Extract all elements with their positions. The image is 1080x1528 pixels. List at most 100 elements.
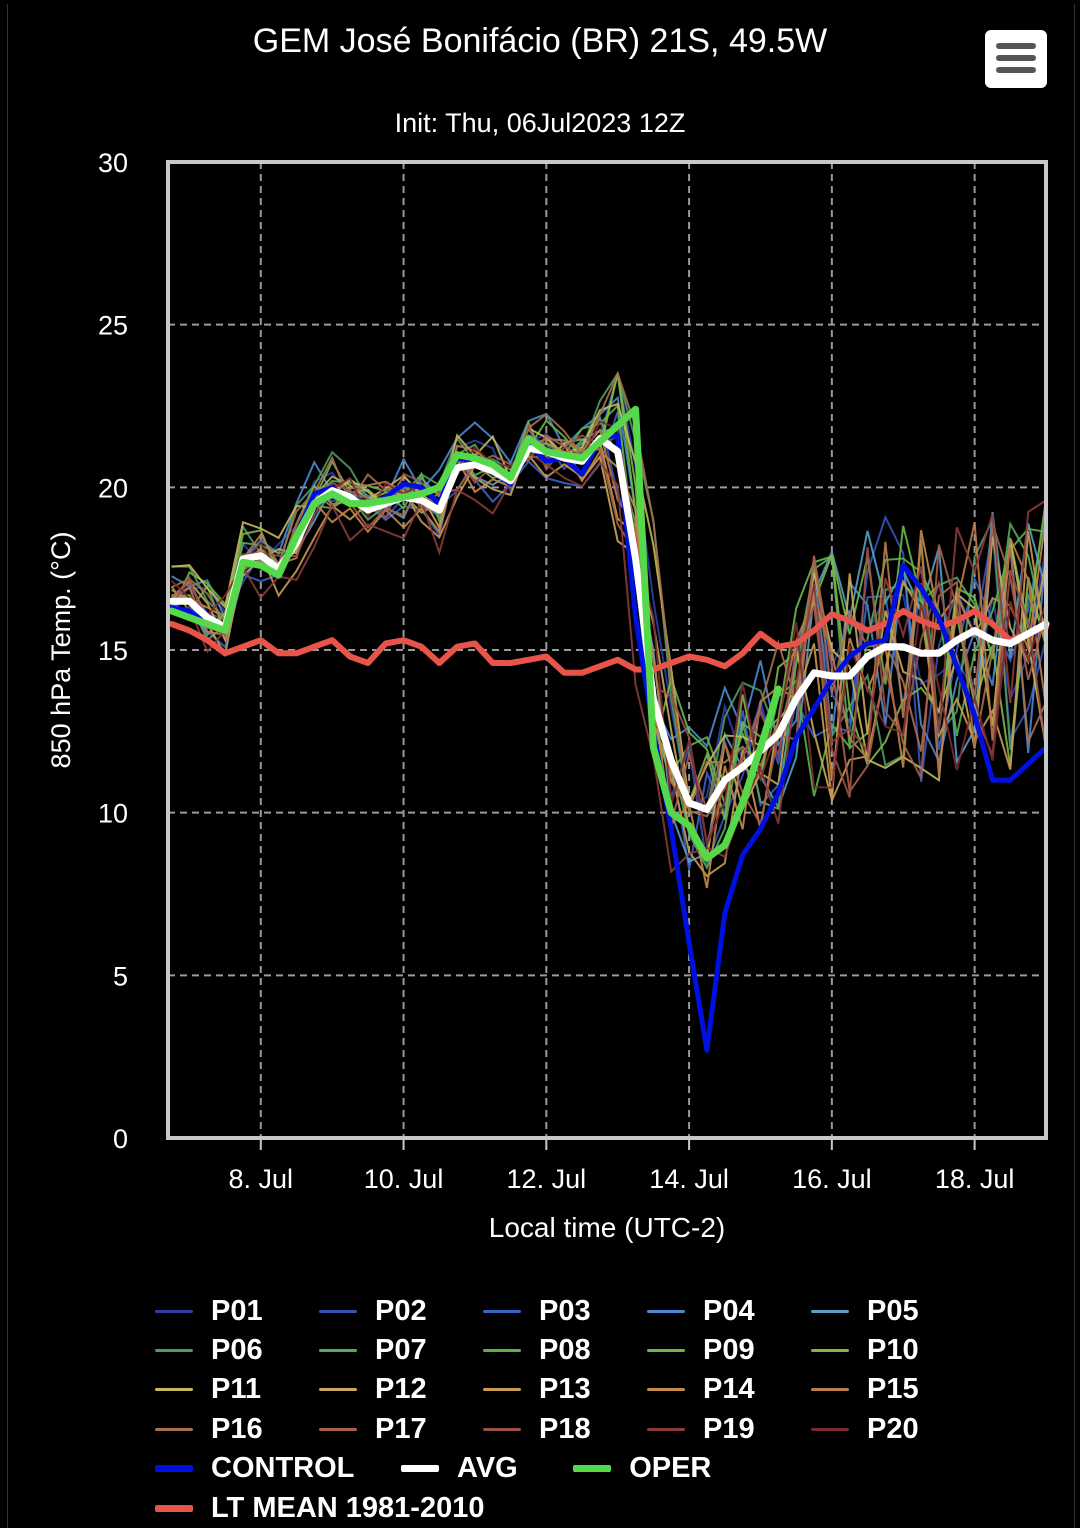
legend-item[interactable]: CONTROL <box>155 1451 354 1487</box>
legend-swatch <box>319 1388 357 1392</box>
legend-label: P06 <box>211 1333 263 1366</box>
legend-label: P04 <box>703 1294 755 1327</box>
legend-label: P03 <box>539 1294 591 1327</box>
chart-svg: 0 5 10 15 20 25 30 8. Jul 10. Jul 12. Jul 14. Jul 1… <box>46 148 1050 1243</box>
x-tick-label: 12. Jul <box>507 1164 587 1194</box>
legend-item[interactable]: P02 <box>319 1293 427 1329</box>
legend-item[interactable]: P06 <box>155 1332 263 1368</box>
legend-item[interactable]: P14 <box>647 1372 755 1408</box>
x-tick-label: 18. Jul <box>935 1164 1015 1194</box>
legend-swatch <box>483 1309 521 1313</box>
x-tick-label: 10. Jul <box>364 1164 444 1194</box>
chart-subtitle: Init: Thu, 06Jul2023 12Z <box>394 108 686 138</box>
y-tick-label: 10 <box>98 799 128 829</box>
series-line-p06 <box>171 371 1047 814</box>
chart-title: GEM José Bonifácio (BR) 21S, 49.5W <box>252 22 828 60</box>
legend-item[interactable]: P09 <box>647 1332 755 1368</box>
y-tick-label: 20 <box>98 473 128 503</box>
legend-label: P13 <box>539 1373 591 1406</box>
legend-label: AVG <box>457 1452 518 1485</box>
legend-item[interactable]: P10 <box>811 1332 919 1368</box>
legend-swatch <box>647 1388 685 1392</box>
legend-swatch <box>155 1427 193 1431</box>
legend-item[interactable]: P13 <box>483 1372 591 1408</box>
legend-swatch <box>319 1427 357 1431</box>
series-line-lt-mean-1981-2010 <box>168 608 1049 676</box>
series-line-oper <box>168 405 782 862</box>
legend-label: CONTROL <box>211 1452 355 1485</box>
series-line-p16 <box>171 370 1047 818</box>
ensemble-members-layer <box>170 370 1047 889</box>
legend-swatch <box>155 1504 193 1512</box>
legend-label: P07 <box>375 1333 427 1366</box>
legend-swatch <box>401 1465 439 1473</box>
legend-item[interactable]: P15 <box>811 1372 919 1408</box>
y-tick-label: 15 <box>98 636 128 666</box>
legend-item[interactable]: P16 <box>155 1411 263 1447</box>
x-tick-label: 16. Jul <box>792 1164 872 1194</box>
legend-item[interactable]: P03 <box>483 1293 591 1329</box>
legend-label: P01 <box>211 1294 263 1327</box>
chart-frame <box>7 4 1075 1528</box>
legend-swatch <box>647 1348 685 1352</box>
y-tick-label: 30 <box>98 148 128 178</box>
legend-swatch <box>155 1309 193 1313</box>
legend-swatch <box>811 1427 849 1431</box>
legend-swatch <box>155 1388 193 1392</box>
legend-label: LT MEAN 1981-2010 <box>211 1491 485 1524</box>
legend-item[interactable]: P08 <box>483 1332 591 1368</box>
legend-swatch <box>811 1348 849 1352</box>
legend-item[interactable]: P01 <box>155 1293 263 1329</box>
legend-label: P19 <box>703 1412 755 1445</box>
legend-swatch <box>155 1348 193 1352</box>
legend-swatch <box>155 1465 193 1473</box>
axis-layer: 0 5 10 15 20 25 30 8. Jul 10. Jul 12. Jul 14. Jul 1… <box>98 148 1014 1194</box>
legend-item[interactable]: P05 <box>811 1293 919 1329</box>
series-line-p13 <box>171 437 1047 878</box>
legend-item[interactable]: P12 <box>319 1372 427 1408</box>
plot-border <box>166 160 1048 1140</box>
legend-label: P02 <box>375 1294 427 1327</box>
menu-bar <box>996 67 1036 73</box>
x-axis-label: Local time (UTC-2) <box>489 1212 725 1243</box>
legend-swatch <box>811 1309 849 1313</box>
legend-item[interactable]: P04 <box>647 1293 755 1329</box>
legend-label: P15 <box>867 1373 919 1406</box>
legend-item[interactable]: P19 <box>647 1411 755 1447</box>
legend-label: P08 <box>539 1333 591 1366</box>
legend-swatch <box>647 1309 685 1313</box>
y-axis-label: 850 hPa Temp. (°C) <box>46 532 76 769</box>
legend-swatch <box>319 1309 357 1313</box>
hamburger-menu-icon[interactable] <box>985 30 1047 88</box>
y-tick-label: 25 <box>98 311 128 341</box>
legend-label: P14 <box>703 1373 755 1406</box>
y-tick-label: 5 <box>113 961 128 991</box>
y-tick-label: 0 <box>113 1124 128 1154</box>
menu-bar <box>996 43 1036 49</box>
legend-label: P05 <box>867 1294 919 1327</box>
legend-item[interactable]: AVG <box>401 1451 518 1487</box>
legend-label: P12 <box>375 1373 427 1406</box>
legend-label: P10 <box>867 1333 919 1366</box>
legend-swatch <box>811 1388 849 1392</box>
legend-item[interactable]: OPER <box>573 1451 711 1487</box>
legend-swatch <box>483 1388 521 1392</box>
legend-item[interactable]: P11 <box>155 1372 261 1408</box>
legend-item[interactable]: P17 <box>319 1411 427 1447</box>
series-line-p18 <box>170 423 1047 844</box>
legend-label: OPER <box>629 1452 712 1485</box>
legend-label: P09 <box>703 1333 755 1366</box>
legend-label: P17 <box>375 1412 427 1445</box>
x-tick-label: 14. Jul <box>649 1164 729 1194</box>
legend-item[interactable]: P07 <box>319 1332 427 1368</box>
legend-swatch <box>483 1427 521 1431</box>
legend-item[interactable]: LT MEAN 1981-2010 <box>155 1490 484 1526</box>
legend-label: P20 <box>867 1412 919 1445</box>
legend-item[interactable]: P20 <box>811 1411 919 1447</box>
legend-item[interactable]: P18 <box>483 1411 591 1447</box>
legend-swatch <box>483 1348 521 1352</box>
x-tick-label: 8. Jul <box>229 1164 294 1194</box>
menu-bar <box>996 55 1036 61</box>
series-line-p19 <box>171 451 1047 874</box>
legend-swatch <box>319 1348 357 1352</box>
